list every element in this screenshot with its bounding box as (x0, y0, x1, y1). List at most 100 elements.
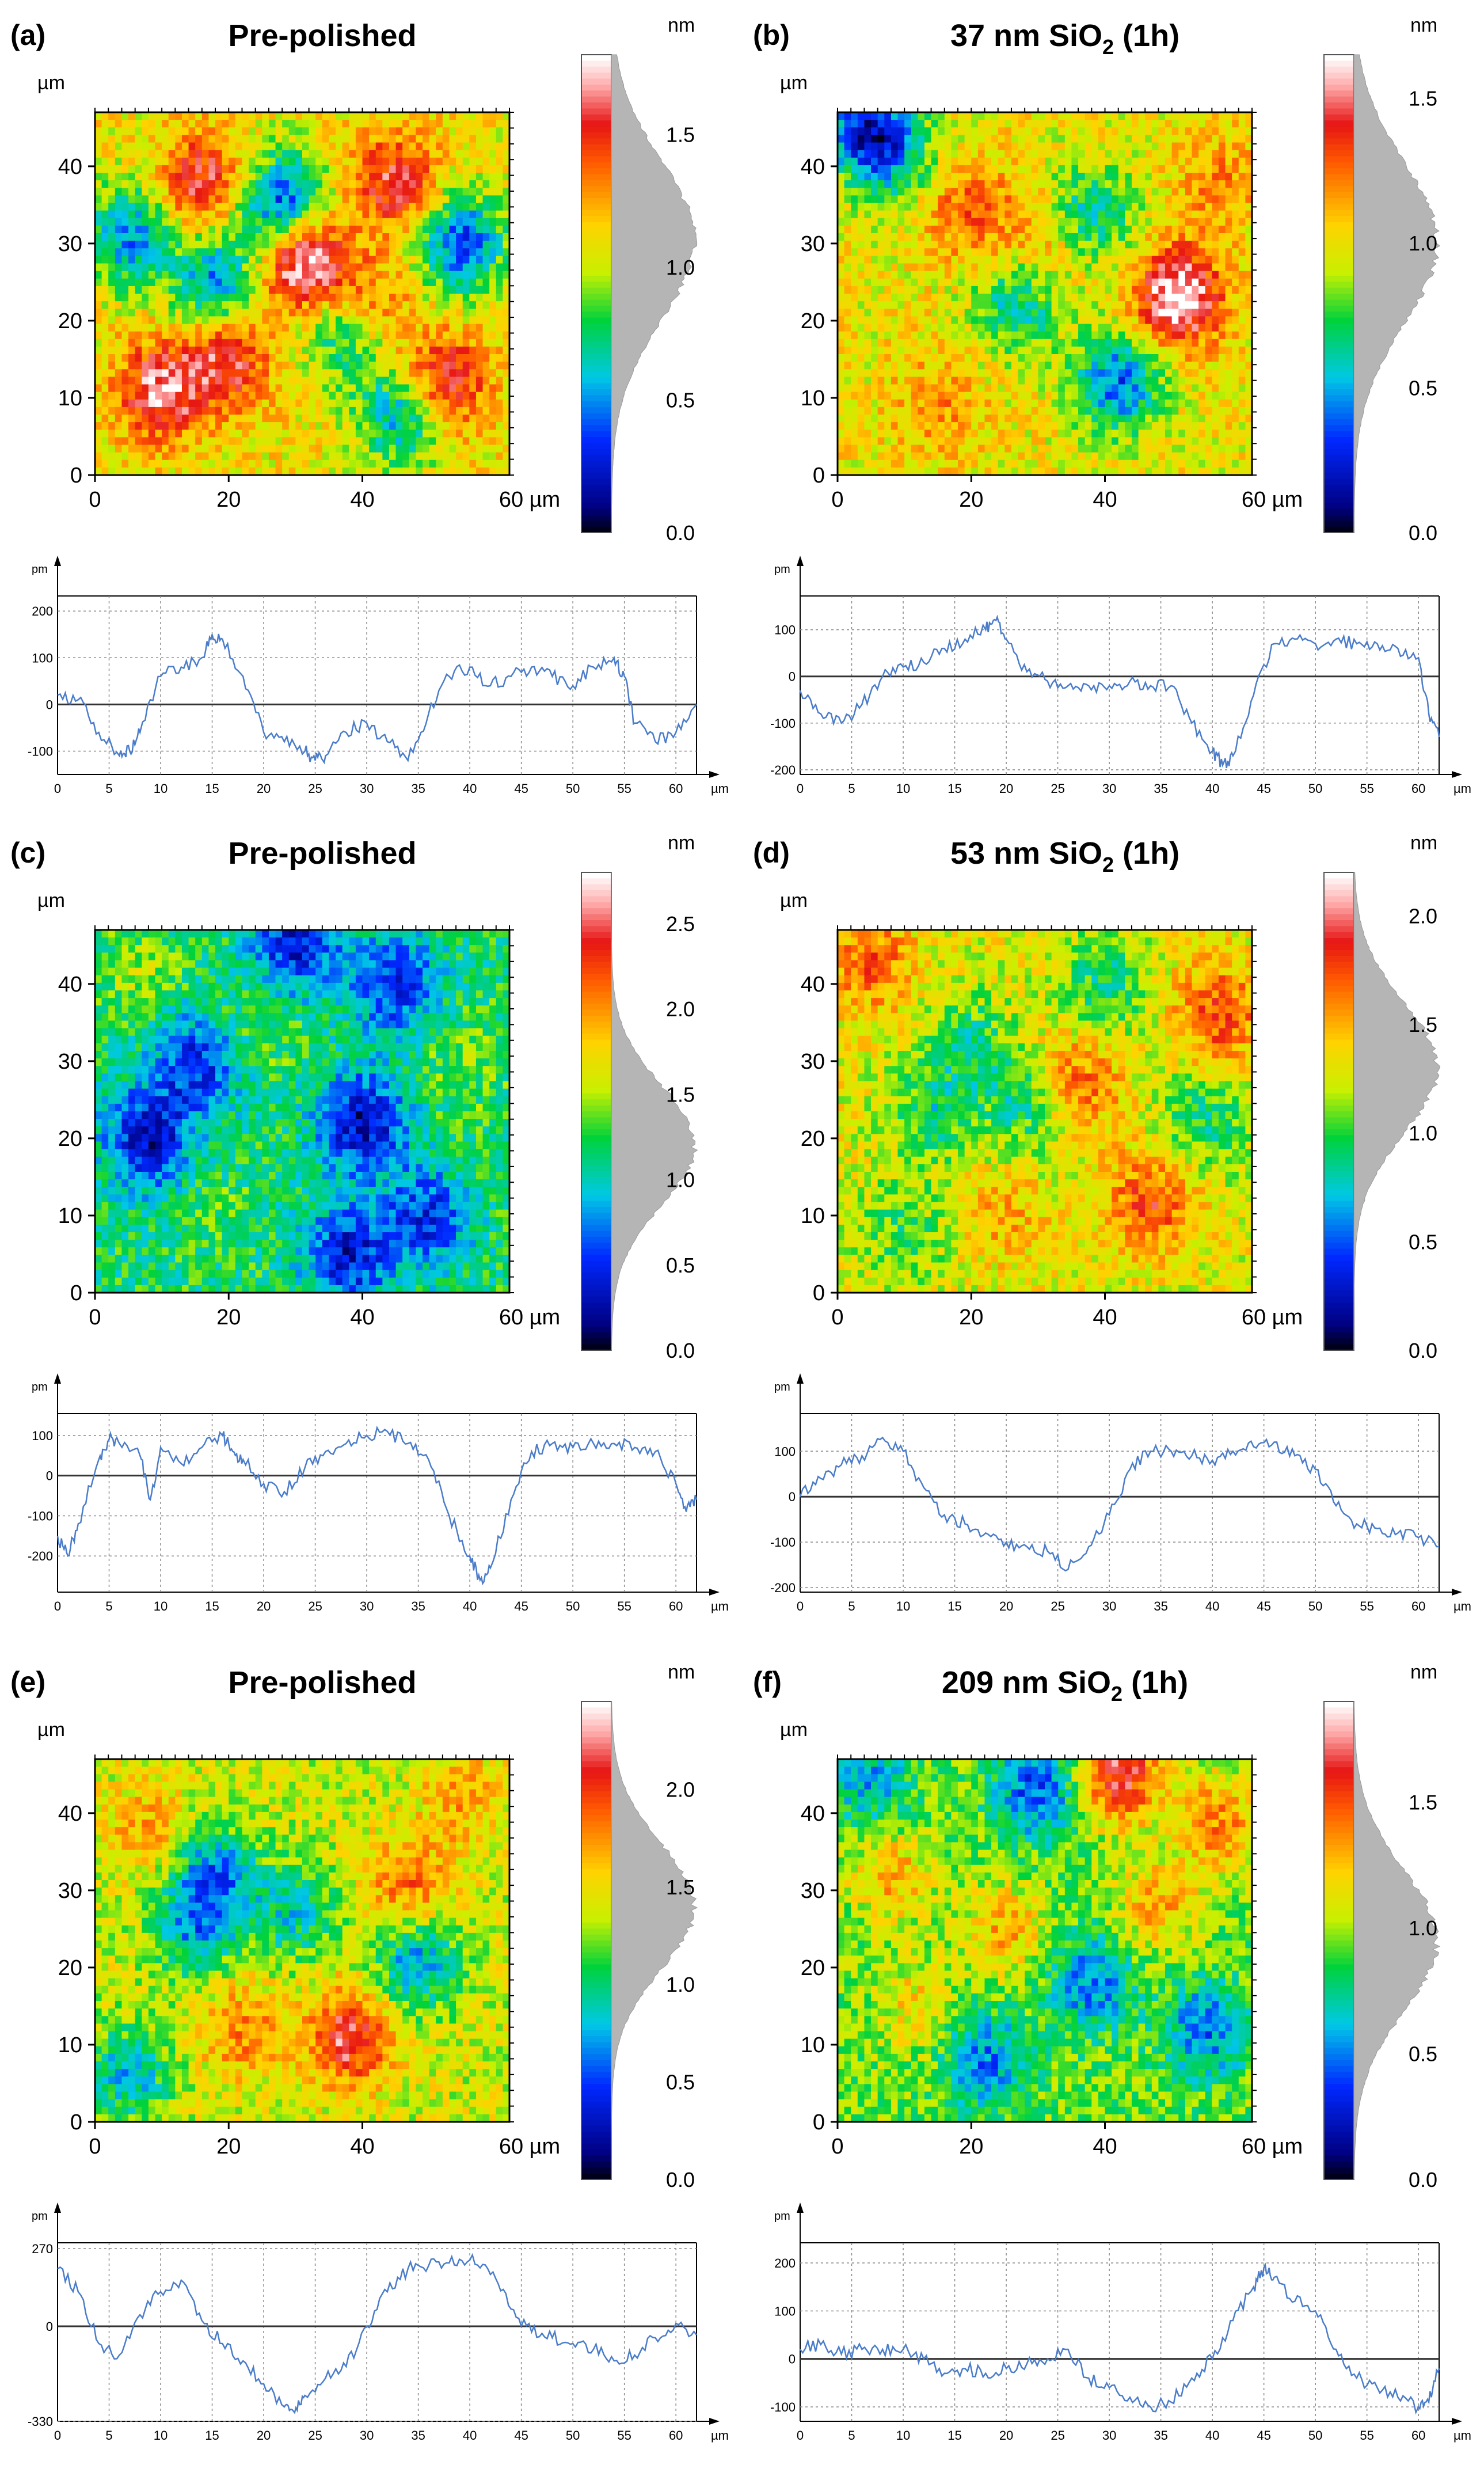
colorbar-segment (581, 210, 611, 217)
map-cell (944, 225, 952, 234)
map-cell (991, 142, 999, 151)
map-cell (1085, 278, 1092, 287)
map-cell (944, 430, 952, 438)
map-cell (215, 294, 223, 302)
map-cell (135, 135, 142, 143)
map-cell (423, 309, 430, 317)
map-cell (128, 127, 136, 135)
map-cell (128, 422, 136, 430)
map-cell (964, 127, 972, 135)
map-cell (924, 112, 932, 120)
map-cell (951, 331, 958, 340)
map-cell (857, 263, 865, 272)
map-cell (482, 339, 490, 347)
map-cell (1025, 377, 1032, 385)
map-cell (342, 135, 349, 143)
map-cell (382, 218, 390, 226)
map-cell (844, 316, 851, 325)
map-cell (188, 415, 196, 423)
map-cell (904, 218, 912, 226)
colorbar-segment (581, 269, 611, 276)
map-cell (282, 203, 290, 211)
map-cell (931, 241, 938, 249)
map-cell (235, 309, 243, 317)
map-cell (877, 180, 885, 188)
map-cell (108, 256, 116, 264)
map-cell (121, 203, 129, 211)
map-cell (168, 362, 176, 370)
map-cell (135, 233, 142, 241)
colorbar-segment (581, 365, 611, 372)
map-cell (108, 150, 116, 158)
map-cell (249, 248, 256, 256)
map-cell (423, 195, 430, 204)
map-cell (1058, 278, 1066, 287)
map-cell (964, 392, 972, 400)
map-cell (95, 467, 102, 476)
map-cell (128, 309, 136, 317)
map-cell (115, 422, 123, 430)
map-cell (1011, 195, 1019, 204)
map-cell (402, 218, 410, 226)
map-cell (162, 346, 169, 355)
map-cell (262, 142, 269, 151)
map-cell (382, 210, 390, 219)
map-cell (375, 407, 383, 415)
map-cell (222, 120, 229, 128)
map-cell (242, 173, 249, 181)
map-cell (938, 399, 945, 408)
map-cell (1051, 369, 1059, 377)
map-cell (857, 157, 865, 166)
map-cell (288, 135, 296, 143)
map-cell (998, 120, 1005, 128)
map-cell (369, 142, 376, 151)
map-cell (938, 294, 945, 302)
map-cell (1064, 339, 1072, 347)
map-cell (242, 324, 249, 332)
map-cell (449, 309, 456, 317)
map-cell (931, 248, 938, 256)
map-cell (991, 195, 999, 204)
map-cell (275, 286, 283, 294)
map-cell (409, 294, 417, 302)
map-cell (423, 157, 430, 166)
map-cell (1045, 241, 1052, 249)
map-cell (884, 331, 892, 340)
map-cell (208, 188, 216, 196)
map-cell (857, 120, 865, 128)
map-cell (288, 437, 296, 446)
map-cell (168, 422, 176, 430)
map-cell (142, 316, 149, 325)
colorbar-segment (581, 377, 611, 384)
map-cell (984, 263, 992, 272)
map-cell (349, 354, 356, 362)
map-cell (201, 294, 210, 302)
map-cell (302, 241, 310, 249)
map-cell (108, 173, 116, 181)
map-cell (958, 346, 965, 355)
map-cell (991, 263, 999, 272)
map-cell (168, 452, 176, 461)
map-cell (951, 210, 958, 219)
map-cell (891, 173, 899, 181)
map-cell (1038, 173, 1045, 181)
map-cell (423, 135, 430, 143)
map-cell (362, 225, 370, 234)
map-cell (469, 263, 477, 272)
map-cell (449, 399, 456, 408)
map-cell (911, 218, 918, 226)
map-cell (101, 430, 109, 438)
map-cell (262, 316, 269, 325)
map-cell (135, 459, 142, 468)
map-cell (489, 430, 497, 438)
map-cell (489, 346, 497, 355)
map-cell (1051, 263, 1059, 272)
map-cell (342, 316, 349, 325)
map-cell (242, 437, 249, 446)
map-cell (181, 241, 189, 249)
map-cell (1078, 407, 1086, 415)
map-cell (844, 271, 851, 279)
map-cell (175, 195, 182, 204)
map-cell (489, 362, 497, 370)
map-cell (897, 430, 905, 438)
